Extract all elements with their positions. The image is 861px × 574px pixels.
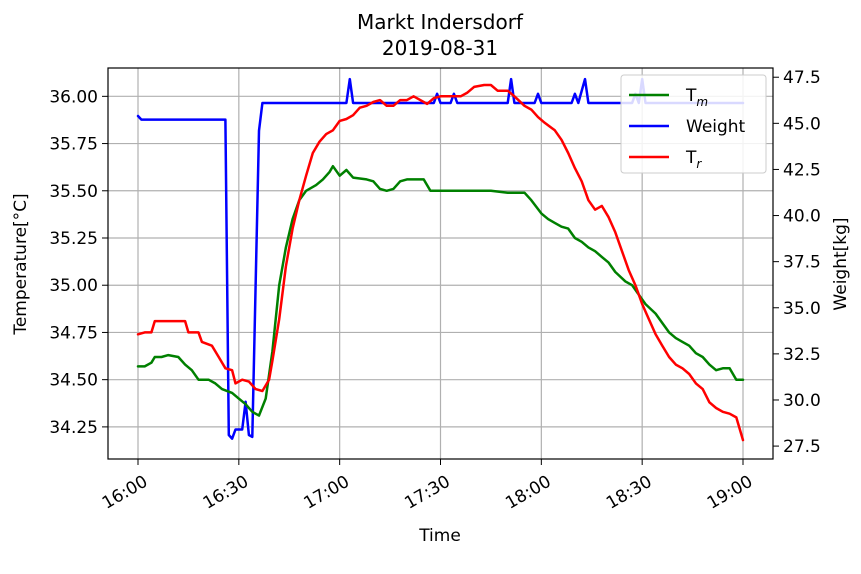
legend-label-tm: Tm [685, 86, 708, 109]
y-right-tick-label-0: 27.5 [783, 437, 821, 457]
legend-box [620, 74, 767, 174]
y-right-tick-label-8: 47.5 [783, 68, 821, 88]
y-axis-right-label: Weight[kg] [831, 217, 851, 310]
y-axis-left: 34.25 34.50 34.75 35.00 35.25 35.50 35.75 36.00 [49, 87, 108, 438]
x-axis-label: Time [418, 526, 461, 546]
y-left-tick-label-3: 35.00 [49, 276, 98, 296]
series-layer [136, 77, 745, 442]
y-right-tick-label-6: 42.5 [783, 160, 821, 180]
chart-subtitle: 2019-08-31 [382, 36, 498, 60]
y-left-tick-label-1: 34.50 [49, 371, 98, 391]
y-left-tick-label-7: 36.00 [49, 87, 98, 107]
y-left-tick-label-2: 34.75 [49, 323, 98, 343]
y-axis-left-label: Temperature[°C] [11, 193, 31, 335]
y-axis-right: 27.5 30.0 32.5 35.0 37.5 40.0 42.5 45.0 47.5 [773, 68, 821, 457]
y-right-tick-label-1: 30.0 [783, 391, 821, 411]
y-right-tick-label-5: 40.0 [783, 207, 821, 227]
y-right-tick-label-3: 35.0 [783, 299, 821, 319]
legend-label-tr: Tr [685, 148, 702, 171]
legend: Tm Weight Tr [620, 74, 767, 174]
y-left-tick-label-5: 35.50 [49, 182, 98, 202]
series-line-tm [136, 164, 745, 417]
legend-label-weight: Weight [686, 117, 746, 137]
y-right-tick-label-4: 37.5 [783, 253, 821, 273]
y-right-tick-label-2: 32.5 [783, 345, 821, 365]
series-line-tr [136, 83, 745, 442]
y-left-tick-label-0: 34.25 [49, 418, 98, 438]
y-left-tick-label-6: 35.75 [49, 135, 98, 155]
y-left-tick-label-4: 35.25 [49, 229, 98, 249]
chart-title: Markt Indersdorf [357, 10, 524, 34]
y-right-tick-label-7: 45.0 [783, 114, 821, 134]
